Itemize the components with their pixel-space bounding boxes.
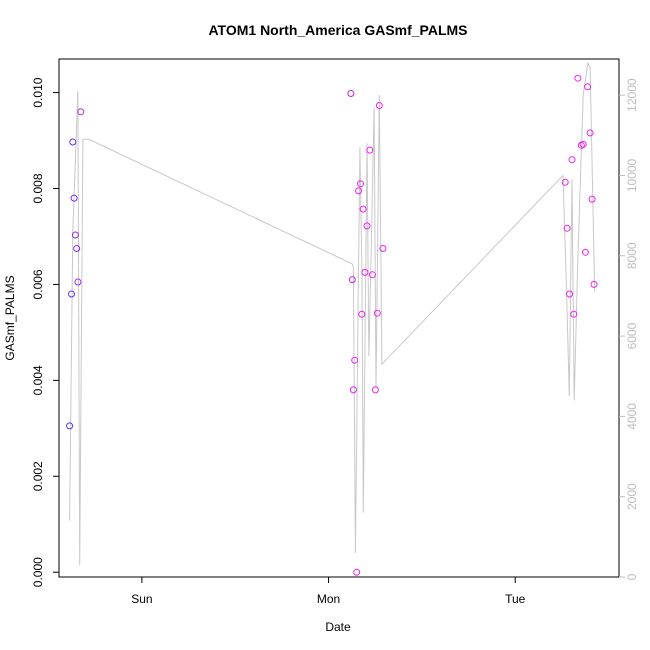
data-point xyxy=(361,268,369,276)
data-point xyxy=(358,310,366,318)
data-point xyxy=(348,276,356,284)
data-point xyxy=(355,187,363,195)
data-point xyxy=(349,386,357,394)
y-tick-label: 0.004 xyxy=(31,365,45,395)
y-right-tick-label: 12000 xyxy=(625,78,639,112)
data-point xyxy=(588,195,596,203)
y-right-tick-label: 10000 xyxy=(625,158,639,192)
data-point xyxy=(69,138,77,146)
y-tick-label: 0.010 xyxy=(31,77,45,107)
y-tick-label: 0.000 xyxy=(31,557,45,587)
data-point xyxy=(77,108,85,116)
data-point xyxy=(574,74,582,82)
data-point xyxy=(586,129,594,137)
x-axis: Sun Mon Tue xyxy=(131,577,526,606)
data-point xyxy=(363,222,371,230)
y-right-tick-label: 4000 xyxy=(625,403,639,430)
y-axis: 0.000 0.002 0.004 0.006 0.008 0.010 xyxy=(31,77,59,587)
y-axis-right: 0 2000 4000 6000 8000 10000 12000 xyxy=(619,78,639,580)
data-point xyxy=(66,422,74,430)
data-point xyxy=(366,146,374,154)
data-point xyxy=(359,205,367,213)
data-point xyxy=(371,386,379,394)
data-point xyxy=(590,280,598,288)
data-points xyxy=(66,74,598,576)
data-point xyxy=(351,356,359,364)
plot-area xyxy=(58,58,620,578)
series-line xyxy=(69,61,596,566)
data-point xyxy=(368,271,376,279)
data-point xyxy=(581,248,589,256)
data-point xyxy=(568,156,576,164)
data-point xyxy=(73,245,81,252)
y-right-tick-label: 6000 xyxy=(625,322,639,349)
chart-title: ATOM1 North_America GASmf_PALMS xyxy=(208,22,467,38)
data-point xyxy=(566,290,573,298)
data-point xyxy=(71,231,79,239)
y-right-tick-label: 2000 xyxy=(625,483,639,510)
data-point xyxy=(579,140,587,148)
data-point xyxy=(379,245,387,252)
data-point xyxy=(357,180,364,188)
data-point xyxy=(68,290,75,298)
data-point xyxy=(70,194,78,202)
data-point xyxy=(570,310,578,318)
data-point xyxy=(347,90,355,97)
y-tick-label: 0.008 xyxy=(31,173,45,203)
x-tick-label: Mon xyxy=(317,592,340,606)
x-tick-label: Tue xyxy=(505,592,526,606)
data-point xyxy=(561,178,569,186)
data-point xyxy=(353,568,361,576)
x-tick-label: Sun xyxy=(131,592,152,606)
y-right-tick-label: 8000 xyxy=(625,242,639,269)
data-point xyxy=(584,83,592,91)
data-point xyxy=(375,102,383,109)
x-axis-label: Date xyxy=(325,620,351,634)
data-point xyxy=(74,278,82,286)
y-tick-label: 0.006 xyxy=(31,269,45,299)
data-point xyxy=(563,224,571,232)
y-right-tick-label: 0 xyxy=(625,573,639,580)
y-axis-label: GASmf_PALMS xyxy=(3,275,17,360)
data-point xyxy=(373,309,381,317)
secondary-series-line xyxy=(69,61,596,566)
y-tick-label: 0.002 xyxy=(31,461,45,491)
